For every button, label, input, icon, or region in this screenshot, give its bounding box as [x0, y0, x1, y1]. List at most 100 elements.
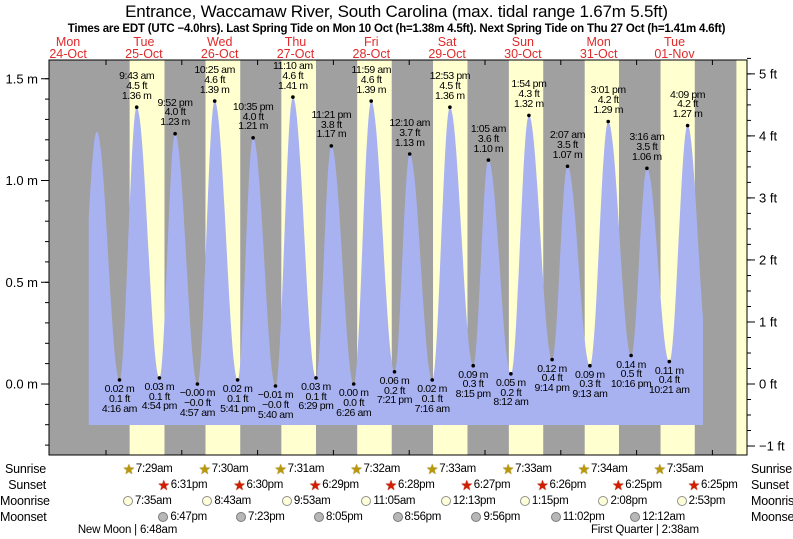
day-label: Thu 27-Oct	[261, 36, 331, 61]
sunset-star-icon: ★	[157, 477, 170, 493]
tide-label-line: 7:16 am	[414, 402, 451, 415]
tide-extreme-dot	[471, 363, 476, 368]
low-tide-label: 0.02 m 0.1 ft 7:16 am	[396, 384, 468, 415]
tide-label-line: 4:09 pm	[670, 88, 706, 101]
low-tide-label: 0.09 m 0.3 ft 9:13 am	[554, 370, 626, 400]
tide-extreme-dot	[392, 370, 397, 374]
tide-label-line: −0.0 ft	[262, 398, 289, 411]
sunset-entry: ★ 6:25pm	[688, 478, 738, 492]
tide-label-line: 0.5 ft	[620, 368, 642, 381]
tide-label-line: 4:16 am	[101, 402, 138, 415]
moonset-time: 11:02pm	[562, 511, 605, 523]
tide-label-line: 1.39 m	[356, 83, 387, 96]
moonrise-moon-icon	[361, 496, 372, 506]
tide-label-line: 1.27 m	[672, 108, 703, 121]
tide-label-line: 4.5 ft	[126, 80, 148, 93]
tide-label-line: 0.03 m	[301, 380, 331, 393]
right-axis-label: 0 ft	[759, 377, 777, 392]
sunrise-entry: ★ 7:31am	[274, 462, 324, 476]
sunrise-star-icon: ★	[653, 461, 667, 477]
tide-label-line: 1.41 m	[278, 79, 308, 92]
day-date: 29-Oct	[428, 47, 466, 61]
sunrise-star-icon: ★	[350, 461, 363, 477]
sunrise-time: 7:29am	[135, 463, 173, 475]
sunrise-star-icon: ★	[501, 461, 515, 477]
moonset-moon-icon	[471, 512, 482, 522]
day-name: Fri	[364, 35, 379, 49]
tide-label-line: 12:53 pm	[429, 70, 471, 83]
day-name: Mon	[55, 35, 81, 49]
low-tide-label: 0.00 m 0.0 ft 6:26 am	[318, 388, 390, 419]
tide-label-line: 0.09 m	[458, 368, 488, 381]
tide-label-line: 11:59 am	[351, 64, 392, 77]
tide-label-line: 0.14 m	[616, 358, 646, 371]
high-tide-label: 11:59 am 4.6 ft 1.39 m	[335, 64, 407, 96]
tide-label-line: 4.2 ft	[597, 94, 619, 107]
tide-extreme-dot	[273, 384, 278, 388]
day-label: Mon 31-Oct	[564, 36, 634, 61]
low-tide-label: 0.02 m 0.1 ft 5:41 pm	[202, 384, 274, 414]
tide-label-line: 10:21 am	[648, 384, 690, 397]
tide-extreme-dot	[430, 378, 435, 382]
moonrise-row-label: Moonrise	[0, 494, 50, 508]
day-date: 28-Oct	[352, 47, 391, 61]
tide-extreme-dot	[667, 359, 672, 364]
sunset-entry: ★ 6:27pm	[460, 478, 510, 492]
day-label: Sat 29-Oct	[412, 36, 482, 61]
tide-extreme-dot	[195, 382, 200, 386]
tide-label-line: 3.7 ft	[399, 126, 421, 139]
tide-extreme-dot	[448, 105, 452, 109]
tide-label-line: 0.2 ft	[500, 386, 522, 399]
tide-label-line: 10:16 pm	[610, 378, 652, 391]
tide-label-line: 0.4 ft	[541, 372, 563, 385]
sunrise-star-icon: ★	[274, 461, 287, 477]
tide-extreme-dot	[314, 376, 318, 380]
moonset-moon-icon	[158, 512, 169, 522]
moonrise-moon-icon	[519, 496, 530, 506]
high-tide-label: 2:07 am 3.5 ft 1.07 m	[531, 130, 603, 160]
high-tide-label: 12:53 pm 4.5 ft 1.36 m	[414, 70, 486, 102]
moonset-time: 7:23pm	[248, 511, 285, 523]
low-tide-label: 0.11 m 0.4 ft 10:21 am	[633, 365, 705, 397]
tide-label-line: 3.8 ft	[320, 118, 342, 131]
tide-extreme-dot	[645, 166, 649, 171]
right-axis-label: 1 ft	[759, 314, 777, 329]
tide-label-line: 8:12 am	[493, 396, 529, 409]
sunset-entry: ★ 6:28pm	[385, 478, 435, 492]
tide-label-line: 1.10 m	[473, 142, 504, 155]
tide-label-line: 0.3 ft	[579, 378, 601, 391]
sunrise-entry: ★ 7:35am	[654, 462, 704, 476]
tide-extreme-dot	[117, 378, 122, 382]
tide-label-line: 0.02 m	[104, 382, 135, 395]
low-tide-label: 0.09 m 0.3 ft 8:15 pm	[437, 368, 509, 400]
moonrise-time: 8:43am	[214, 495, 251, 507]
tide-label-line: 0.1 ft	[421, 392, 443, 405]
sunrise-entry: ★ 7:33am	[426, 462, 476, 476]
tide-extreme-dot	[291, 95, 295, 99]
day-label: Tue 25-Oct	[109, 36, 179, 61]
moonrise-time: 12:13pm	[452, 495, 496, 507]
tide-extreme-dot	[157, 376, 162, 380]
tide-label-line: 9:43 am	[119, 70, 155, 83]
left-axis-label: 1.5 m	[5, 71, 38, 86]
tide-label-line: 6:26 am	[336, 406, 372, 419]
sunset-time: 6:25pm	[625, 479, 662, 491]
low-tide-label: 0.06 m 0.2 ft 7:21 pm	[359, 376, 431, 406]
day-label: Sun 30-Oct	[488, 36, 558, 61]
sunset-time: 6:27pm	[473, 479, 511, 491]
sunset-entry: ★ 6:30pm	[233, 478, 283, 492]
day-date: 25-Oct	[125, 47, 163, 61]
tide-label-line: 1.36 m	[435, 89, 465, 102]
tide-label-line: 0.4 ft	[658, 374, 680, 387]
moonset-entry: 7:23pm	[236, 510, 285, 524]
tide-label-line: 3:01 pm	[590, 84, 627, 97]
sunset-entry: ★ 6:31pm	[157, 478, 207, 492]
high-tide-label: 11:21 pm 3.8 ft 1.17 m	[295, 110, 367, 140]
page-title: Entrance, Waccamaw River, South Carolina…	[125, 2, 668, 21]
right-axis-label: 2 ft	[759, 252, 777, 267]
sunset-time: 6:29pm	[322, 479, 359, 491]
sunset-star-icon: ★	[233, 477, 246, 493]
right-axis-label: 5 ft	[759, 66, 777, 81]
